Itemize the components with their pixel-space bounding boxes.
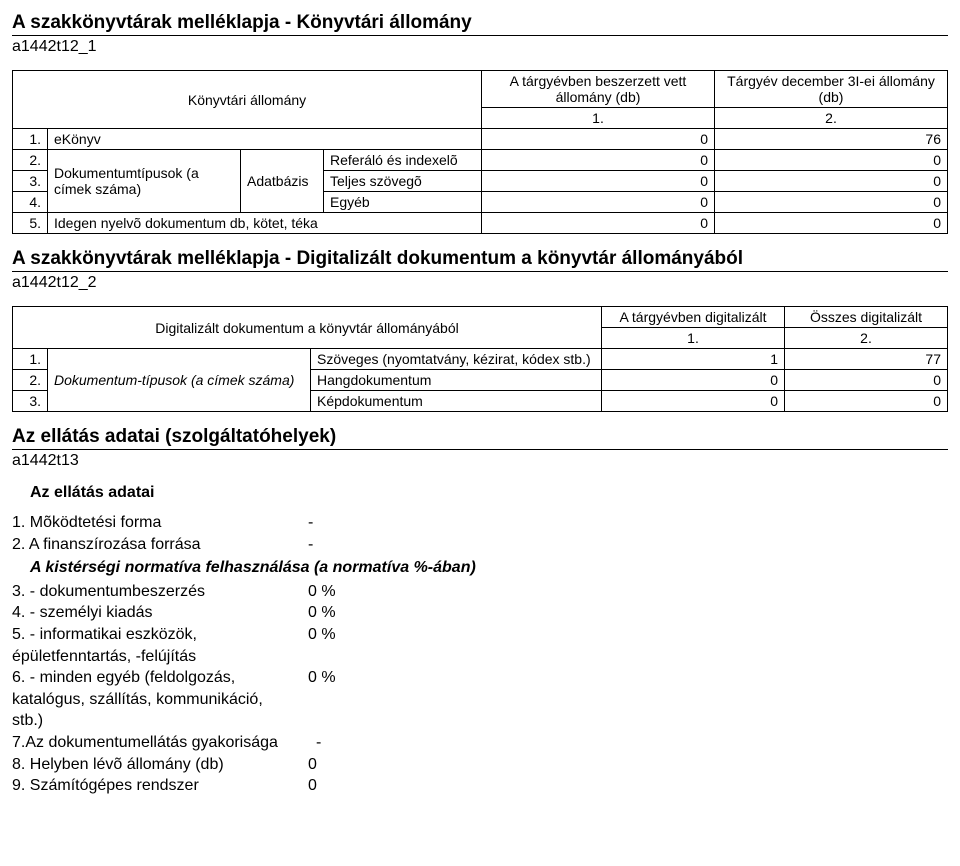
row-label: Idegen nyelvõ dokumentum db, kötet, téka [48,213,482,234]
item-value: 0 [308,754,317,776]
subgroup-label: Adatbázis [241,150,324,213]
section3-code: a1442t13 [12,452,948,470]
table-row: 1. eKönyv 0 76 [13,129,948,150]
cell-v1: 0 [482,171,715,192]
list-item: 7.Az dokumentumellátás gyakorisága - [12,732,948,754]
section2-title: A szakkönyvtárak melléklapja - Digitaliz… [12,248,948,272]
item-label: 6. - minden egyéb (feldolgozás, [12,667,302,689]
item-label: 5. - informatikai eszközök, [12,624,302,646]
item-value: 0 % [308,602,336,624]
item-label: 1. Mõködtetési forma [12,512,302,534]
item-label: 9. Számítógépes rendszer [12,775,302,797]
row-label: Hangdokumentum [311,370,602,391]
row-num: 4. [13,192,48,213]
item-label: 3. - dokumentumbeszerzés [12,581,302,603]
item-label: 2. A finanszírozása forrása [12,534,302,556]
cell-v1: 0 [482,213,715,234]
item-label: stb.) [12,710,43,732]
row-num: 1. [13,349,48,370]
row-num: 3. [13,391,48,412]
cell-v1: 0 [482,150,715,171]
item-label: 7.Az dokumentumellátás gyakorisága [12,732,310,754]
list-item: 5. - informatikai eszközök, 0 % [12,624,948,646]
cell-v1: 0 [602,391,785,412]
col-header-2: Összes digitalizált [785,307,948,328]
cell-v2: 0 [715,171,948,192]
sub-heading: A kistérségi normatíva felhasználása (a … [30,557,948,579]
list-item: 8. Helyben lévõ állomány (db) 0 [12,754,948,776]
row-header: Digitalizált dokumentum a könyvtár állom… [13,307,602,349]
group-label: Dokumentumtípusok (a címek száma) [48,150,241,213]
section1-code: a1442t12_1 [12,38,948,56]
cell-v2: 0 [715,192,948,213]
list-item: 3. - dokumentumbeszerzés 0 % [12,581,948,603]
col-num-2: 2. [715,108,948,129]
item-value: - [316,732,321,754]
table-digitalizalt: Digitalizált dokumentum a könyvtár állom… [12,306,948,412]
list-item: épületfenntartás, -felújítás [12,646,948,668]
table-allomany: Könyvtári állomány A tárgyévben beszerze… [12,70,948,234]
item-label: 8. Helyben lévõ állomány (db) [12,754,302,776]
list-item: 2. A finanszírozása forrása - [12,534,948,556]
cell-v2: 76 [715,129,948,150]
row-label: Képdokumentum [311,391,602,412]
ellatas-list: 1. Mõködtetési forma - 2. A finanszírozá… [12,512,948,797]
cell-v1: 0 [482,192,715,213]
cell-v2: 0 [715,150,948,171]
row-label: Egyéb [324,192,482,213]
row-label: Referáló és indexelõ [324,150,482,171]
row-num: 3. [13,171,48,192]
item-label: 4. - személyi kiadás [12,602,302,624]
row-label: eKönyv [48,129,482,150]
list-item: stb.) [12,710,948,732]
item-value: 0 % [308,581,336,603]
section3-title: Az ellátás adatai (szolgáltatóhelyek) [12,426,948,450]
cell-v2: 0 [785,391,948,412]
list-item: katalógus, szállítás, kommunikáció, [12,689,948,711]
cell-v2: 0 [785,370,948,391]
item-value: 0 [308,775,317,797]
table-row: 1. Dokumentum-típusok (a címek száma) Sz… [13,349,948,370]
col-header-1: A tárgyévben beszerzett vett állomány (d… [482,71,715,108]
col-header-2: Tárgyév december 3I-ei állomány (db) [715,71,948,108]
list-item: 9. Számítógépes rendszer 0 [12,775,948,797]
row-label: Teljes szövegõ [324,171,482,192]
row-num: 2. [13,370,48,391]
list-item: 6. - minden egyéb (feldolgozás, 0 % [12,667,948,689]
cell-v1: 0 [482,129,715,150]
row-label: Szöveges (nyomtatvány, kézirat, kódex st… [311,349,602,370]
group-label: Dokumentum-típusok (a címek száma) [48,349,311,412]
table-row: 5. Idegen nyelvõ dokumentum db, kötet, t… [13,213,948,234]
col-num-1: 1. [482,108,715,129]
section1-title: A szakkönyvtárak melléklapja - Könyvtári… [12,12,948,36]
col-num-1: 1. [602,328,785,349]
item-value: - [308,512,313,534]
item-value: 0 % [308,667,336,689]
row-num: 1. [13,129,48,150]
item-label: katalógus, szállítás, kommunikáció, [12,689,263,711]
item-value: - [308,534,313,556]
table-row: 2. Dokumentumtípusok (a címek száma) Ada… [13,150,948,171]
row-header: Könyvtári állomány [13,71,482,129]
section2-code: a1442t12_2 [12,274,948,292]
col-header-1: A tárgyévben digitalizált [602,307,785,328]
section3-subtitle: Az ellátás adatai [30,484,948,502]
item-value: 0 % [308,624,336,646]
list-item: 4. - személyi kiadás 0 % [12,602,948,624]
row-num: 5. [13,213,48,234]
col-num-2: 2. [785,328,948,349]
row-num: 2. [13,150,48,171]
cell-v2: 0 [715,213,948,234]
cell-v1: 0 [602,370,785,391]
item-label: épületfenntartás, -felújítás [12,646,196,668]
cell-v2: 77 [785,349,948,370]
list-item: 1. Mõködtetési forma - [12,512,948,534]
cell-v1: 1 [602,349,785,370]
